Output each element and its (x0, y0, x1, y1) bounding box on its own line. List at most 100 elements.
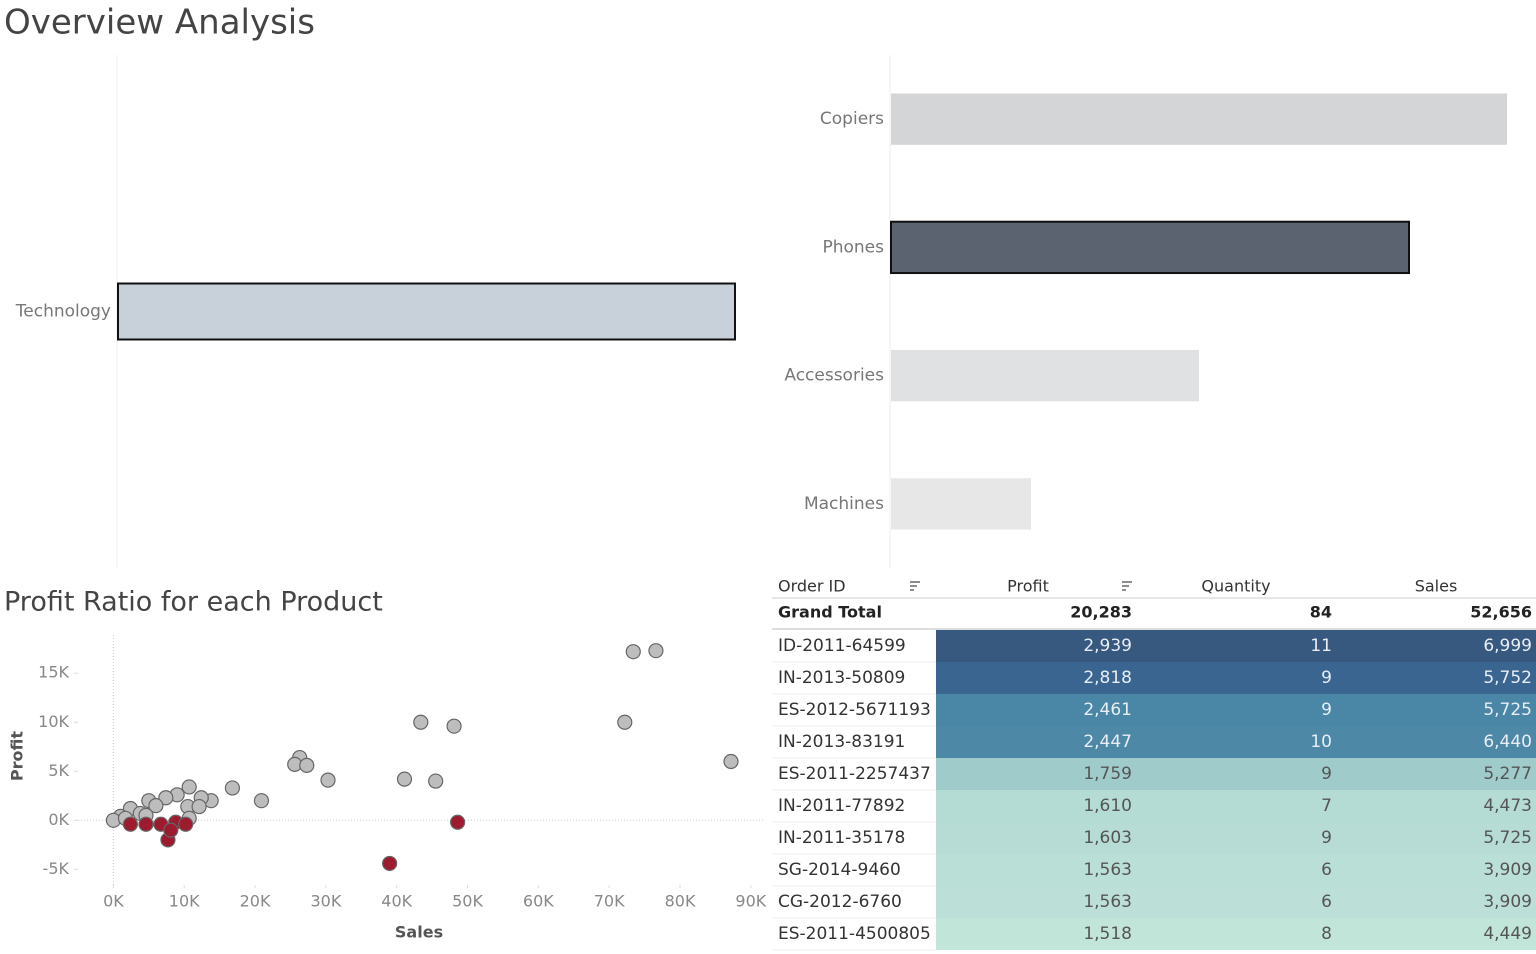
y-axis-label: Profit (8, 731, 27, 781)
row-background (936, 918, 1536, 950)
column-header[interactable]: Profit (1007, 577, 1049, 596)
y-tick-label: 0K (48, 810, 69, 829)
table-cell: 6 (1321, 892, 1332, 912)
row-header[interactable]: IN-2013-50809 (778, 668, 905, 688)
y-tick-label: 5K (48, 761, 69, 780)
table-cell: 1,759 (1083, 764, 1132, 784)
x-tick-label: 80K (665, 892, 696, 911)
point[interactable] (396, 771, 413, 787)
total-cell: Grand Total (778, 603, 882, 622)
table-cell: 9 (1321, 668, 1332, 688)
table-cell: 1,610 (1083, 796, 1132, 816)
table-cell: 1,563 (1083, 892, 1132, 912)
y-tick-label: Machines (804, 494, 884, 514)
bar[interactable] (891, 349, 1199, 402)
total-cell: 84 (1310, 603, 1332, 622)
table-cell: 9 (1321, 828, 1332, 848)
bar[interactable] (891, 478, 1031, 530)
point[interactable] (382, 855, 398, 872)
total-cell: 52,656 (1470, 603, 1532, 622)
table-cell: 2,939 (1083, 636, 1132, 656)
point[interactable] (299, 757, 315, 773)
table-cell: 3,909 (1483, 892, 1532, 912)
row-background (936, 662, 1536, 694)
point[interactable] (181, 779, 197, 795)
point[interactable] (320, 772, 336, 788)
table-cell: 9 (1321, 700, 1332, 720)
bar[interactable] (117, 282, 736, 341)
table-cell: 2,461 (1083, 700, 1132, 720)
point[interactable] (446, 718, 462, 734)
table-cell: 9 (1321, 764, 1332, 784)
sort-icon[interactable] (910, 581, 920, 591)
point[interactable] (122, 816, 139, 832)
point[interactable] (224, 780, 240, 796)
point[interactable] (723, 753, 739, 770)
page-title: Overview Analysis (4, 3, 315, 43)
x-tick-label: 70K (594, 892, 625, 911)
bar[interactable] (890, 220, 1410, 275)
point[interactable] (148, 797, 164, 814)
table-cell: 5,725 (1483, 828, 1532, 848)
x-tick-label: 20K (240, 892, 271, 911)
point[interactable] (625, 644, 641, 660)
total-cell: 20,283 (1070, 603, 1132, 622)
row-header[interactable]: ID-2011-64599 (778, 636, 906, 656)
column-header[interactable]: Order ID (778, 577, 846, 596)
column-header[interactable]: Sales (1415, 577, 1458, 596)
point[interactable] (253, 793, 270, 809)
row-header[interactable]: IN-2011-77892 (778, 796, 905, 816)
row-header[interactable]: CG-2012-6760 (778, 892, 902, 912)
y-tick-label: Accessories (784, 366, 884, 386)
row-header[interactable]: ES-2011-2257437 (778, 764, 931, 784)
point[interactable] (428, 773, 444, 789)
y-tick-label: -5K (43, 859, 70, 878)
row-background (936, 758, 1536, 790)
table-cell: 4,473 (1483, 796, 1532, 816)
y-tick-label: Copiers (820, 109, 884, 129)
point[interactable] (158, 790, 174, 806)
sort-icon[interactable] (1122, 581, 1132, 591)
row-background (936, 694, 1536, 726)
row-header[interactable]: IN-2013-83191 (778, 732, 905, 752)
point[interactable] (178, 816, 194, 832)
point[interactable] (617, 714, 633, 730)
table-cell: 6,999 (1483, 636, 1532, 656)
row-header[interactable]: ES-2012-5671193 (778, 700, 931, 720)
point[interactable] (648, 643, 664, 659)
x-axis-label: Sales (395, 923, 443, 942)
y-tick-label: 15K (38, 663, 69, 682)
table-cell: 10 (1310, 732, 1332, 752)
table-cell: 5,725 (1483, 700, 1532, 720)
table-cell: 2,447 (1083, 732, 1132, 752)
point[interactable] (413, 714, 429, 730)
chart-title: Profit Ratio for each Product (4, 587, 383, 618)
x-tick-label: 40K (381, 892, 412, 911)
row-header[interactable]: ES-2011-4500805 (778, 924, 931, 944)
column-header[interactable]: Quantity (1201, 577, 1270, 596)
table-cell: 5,752 (1483, 668, 1532, 688)
y-tick-label: Phones (822, 237, 884, 257)
x-tick-label: 90K (735, 892, 766, 911)
table-cell: 1,603 (1083, 828, 1132, 848)
table-cell: 4,449 (1483, 924, 1532, 944)
y-tick-label: 10K (38, 712, 69, 731)
point[interactable] (191, 798, 207, 815)
table-cell: 8 (1321, 924, 1332, 944)
point[interactable] (138, 816, 154, 832)
row-background (936, 886, 1536, 918)
point[interactable] (163, 822, 179, 838)
row-header[interactable]: SG-2014-9460 (778, 860, 901, 880)
y-tick-label: Technology (15, 302, 111, 322)
table-cell: 3,909 (1483, 860, 1532, 880)
bar[interactable] (891, 93, 1507, 145)
row-background (936, 822, 1536, 854)
x-tick-label: 60K (523, 892, 554, 911)
row-background (936, 790, 1536, 822)
row-header[interactable]: IN-2011-35178 (778, 828, 905, 848)
point[interactable] (450, 814, 466, 830)
row-background (936, 726, 1536, 758)
table-cell: 2,818 (1083, 668, 1132, 688)
